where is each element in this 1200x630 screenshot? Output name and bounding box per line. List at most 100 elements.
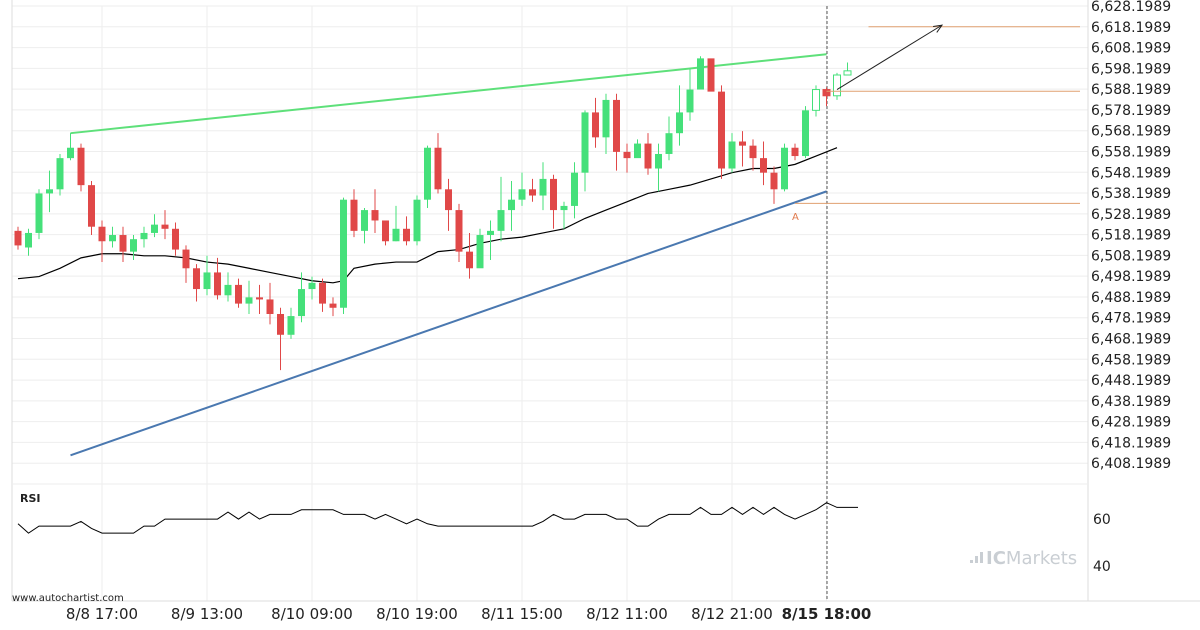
candle: [130, 235, 137, 260]
candle-body: [739, 141, 746, 146]
candle: [623, 143, 631, 173]
candle: [466, 232, 473, 279]
candle-body: [308, 282, 316, 290]
candle-body: [14, 230, 22, 246]
price-tick-label: 6,488.1989: [1091, 290, 1171, 306]
candle-body: [707, 58, 715, 92]
candle: [802, 106, 809, 159]
candle-body: [182, 249, 190, 269]
price-tick-label: 6,558.1989: [1091, 144, 1171, 160]
candle: [161, 210, 169, 240]
candle-body: [256, 297, 263, 300]
candle: [497, 176, 505, 242]
candle: [298, 272, 305, 323]
candle-body: [46, 189, 53, 194]
candle: [350, 189, 358, 238]
candle-body: [476, 235, 484, 269]
price-tick-label: 6,438.1989: [1091, 394, 1171, 410]
brand-logo: ICMarkets: [970, 548, 1077, 569]
candle-body: [88, 185, 95, 227]
price-tick-label: 6,548.1989: [1091, 165, 1171, 181]
candle-body: [35, 193, 43, 233]
candle: [581, 110, 589, 192]
candle-body: [487, 230, 494, 236]
candle: [508, 180, 515, 231]
brand-suffix: Markets: [1006, 548, 1077, 569]
candle: [592, 97, 599, 148]
candle-body: [791, 147, 799, 157]
candle: [634, 139, 641, 159]
price-tick-label: 6,588.1989: [1091, 82, 1171, 98]
candle: [728, 133, 736, 173]
price-tick-label: 6,618.1989: [1091, 20, 1171, 36]
lower-trendline: [70, 190, 827, 457]
candle-body: [697, 58, 704, 90]
candle-body: [98, 226, 106, 242]
time-tick-label: 8/9 13:00: [171, 605, 243, 623]
candle-body: [581, 112, 589, 173]
candle: [455, 203, 463, 263]
candle-body: [665, 133, 673, 154]
price-tick-label: 6,468.1989: [1091, 332, 1171, 348]
candle: [539, 162, 547, 211]
footer: www.autochartist.com RSI ICMarkets: [12, 492, 1077, 604]
candle: [172, 222, 179, 256]
candle-body: [172, 228, 179, 250]
candle-body: [676, 112, 683, 134]
price-tick-label: 6,518.1989: [1091, 228, 1171, 244]
candle: [235, 278, 242, 308]
candle: [392, 205, 400, 242]
price-tick-label: 6,448.1989: [1091, 373, 1171, 389]
candle: [329, 297, 337, 317]
candle: [182, 245, 190, 283]
candle: [287, 307, 295, 339]
candle: [560, 201, 568, 229]
candle-body: [161, 224, 169, 229]
rsi-line: [17, 502, 858, 534]
candle-body: [67, 147, 74, 159]
candle-body: [455, 210, 463, 252]
price-tick-label: 6,458.1989: [1091, 352, 1171, 368]
candle: [119, 226, 127, 263]
candle: [193, 264, 200, 302]
candle: [602, 93, 610, 154]
brand-dots-icon: [970, 552, 983, 563]
candle-body: [560, 205, 568, 211]
price-tick-label: 6,418.1989: [1091, 435, 1171, 451]
candle: [88, 180, 95, 236]
candle: [739, 131, 746, 167]
candle: [361, 208, 368, 244]
candle-body: [802, 110, 809, 157]
candle-body: [445, 189, 452, 211]
time-tick-label: 8/12 11:00: [586, 605, 668, 623]
price-tick-label: 6,598.1989: [1091, 61, 1171, 77]
candle: [319, 278, 326, 312]
candle-body: [602, 99, 610, 138]
candle-body: [571, 172, 578, 206]
time-tick-label: 8/15 18:00: [782, 605, 872, 623]
candle: [770, 166, 778, 204]
candle: [676, 85, 683, 146]
source-label: www.autochartist.com: [12, 593, 124, 604]
candle-body: [119, 235, 127, 252]
candle-body: [434, 147, 442, 190]
candle-body: [634, 143, 641, 159]
time-tick-label: 8/10 09:00: [271, 605, 353, 623]
candle-body: [266, 299, 274, 314]
candle-body: [592, 112, 599, 138]
candle: [697, 56, 704, 90]
candle: [140, 226, 148, 248]
moving-average-path: [17, 147, 838, 284]
price-tick-label: 6,498.1989: [1091, 269, 1171, 285]
candle: [266, 282, 274, 325]
price-tick-label: 6,538.1989: [1091, 186, 1171, 202]
candle-body: [287, 316, 295, 335]
candle-body: [613, 99, 620, 152]
candle-body: [718, 91, 725, 169]
price-tick-label: 6,478.1989: [1091, 311, 1171, 327]
rsi-panel: 60 40: [17, 502, 1111, 575]
candle-body: [382, 220, 389, 242]
candle: [487, 220, 494, 260]
rsi-tick-label: 60: [1093, 512, 1111, 528]
